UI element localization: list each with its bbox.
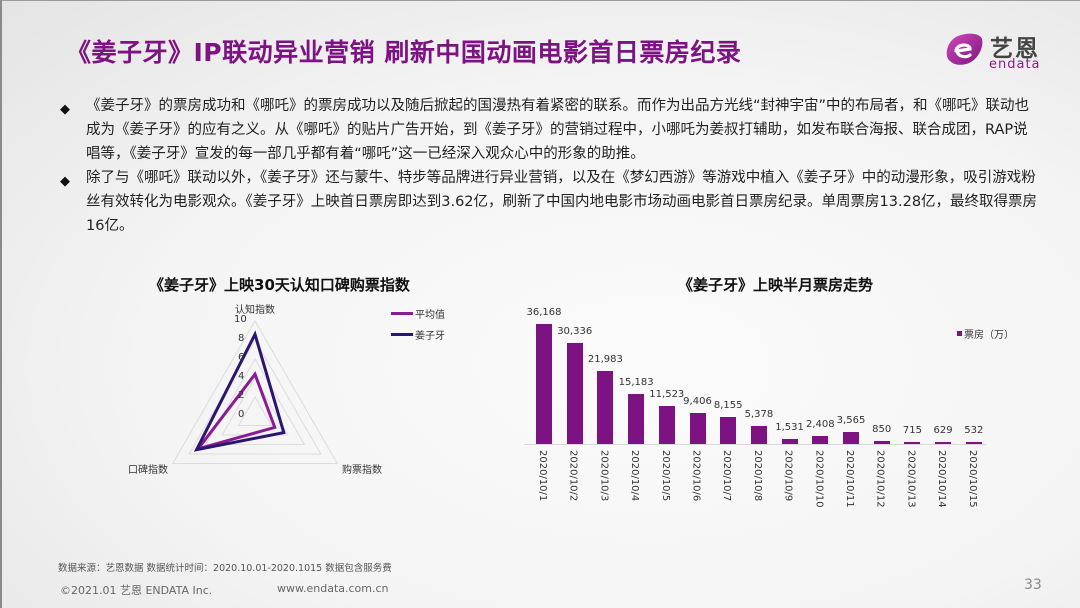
radar-series-line bbox=[193, 330, 286, 452]
radar-tick: 4 bbox=[238, 371, 245, 382]
x-axis-line bbox=[524, 444, 986, 445]
bar-value-label: 850 bbox=[872, 424, 892, 436]
bar bbox=[720, 416, 737, 444]
x-category-label: 2020/10/9 bbox=[782, 450, 794, 502]
x-category-label: 2020/10/12 bbox=[874, 450, 886, 508]
endata-logo: 艺恩 endata bbox=[944, 23, 1054, 75]
x-category-label: 2020/10/13 bbox=[905, 450, 917, 508]
x-category-label: 2020/10/7 bbox=[721, 450, 733, 502]
x-category-label: 2020/10/1 bbox=[537, 450, 548, 502]
x-category-label: 2020/10/14 bbox=[936, 450, 948, 508]
diamond-bullet-icon: ◆ bbox=[60, 174, 70, 189]
bar bbox=[935, 441, 952, 444]
page-number: 33 bbox=[1024, 577, 1042, 593]
bullet-item: ◆ 除了与《哪吒》联动以外，《姜子牙》还与蒙牛、特步等品牌进行异业营销，以及在《… bbox=[60, 166, 1040, 238]
bar-value-label: 21,983 bbox=[587, 354, 623, 366]
bullet-list: ◆ 《姜子牙》的票房成功和《哪吒》的票房成功以及随后掀起的国漫热有着紧密的联系。… bbox=[60, 94, 1040, 238]
bar-chart-title: 《姜子牙》上映半月票房走势 bbox=[678, 276, 874, 294]
bullet-item: ◆ 《姜子牙》的票房成功和《哪吒》的票房成功以及随后掀起的国漫热有着紧密的联系。… bbox=[60, 94, 1040, 166]
x-category-label: 2020/10/4 bbox=[629, 450, 641, 502]
logo-english-text: endata bbox=[989, 57, 1041, 72]
radar-tick: 6 bbox=[238, 352, 245, 363]
bar-value-label: 36,168 bbox=[526, 307, 562, 318]
x-category-label: 2020/10/11 bbox=[844, 450, 855, 508]
radar-chart: 认知指数 购票指数 口碑指数 10 8 6 4 2 0 平均值 姜子牙 bbox=[122, 291, 482, 481]
bar bbox=[781, 438, 798, 444]
radar-axis-label-awareness: 认知指数 bbox=[235, 305, 275, 316]
bar-value-label: 30,336 bbox=[557, 326, 593, 338]
radar-grid-ring bbox=[237, 396, 273, 426]
bar bbox=[689, 412, 706, 444]
legend-label: 姜子牙 bbox=[415, 331, 445, 342]
bar-value-label: 3,565 bbox=[836, 415, 866, 427]
radar-tick: 0 bbox=[238, 409, 245, 420]
website-link[interactable]: www.endata.com.cn bbox=[277, 582, 389, 595]
radar-tick: 2 bbox=[238, 390, 245, 401]
copyright: ©2021.01 艺恩 ENDATA Inc. bbox=[60, 584, 213, 597]
x-category-label: 2020/10/5 bbox=[659, 450, 671, 502]
bar-value-label: 15,183 bbox=[618, 376, 654, 388]
bar bbox=[658, 405, 675, 444]
bar-legend: 票房（万） bbox=[957, 326, 1014, 341]
bar-value-label: 629 bbox=[933, 424, 953, 436]
logo-chinese-text: 艺恩 bbox=[990, 36, 1040, 62]
radar-series-line bbox=[194, 371, 277, 452]
diamond-bullet-icon: ◆ bbox=[60, 102, 70, 117]
bar bbox=[628, 393, 645, 444]
bar-value-label: 1,531 bbox=[775, 421, 804, 433]
legend-average: 平均值 bbox=[391, 306, 445, 321]
bullet-text: 《姜子牙》的票房成功和《哪吒》的票房成功以及随后掀起的国漫热有着紧密的联系。而作… bbox=[86, 98, 1030, 162]
bar-chart: 票房（万） 36,168 2020/10/1 30,336 2020/10/2 21,9… bbox=[502, 301, 1062, 521]
bar bbox=[597, 371, 614, 444]
x-category-label: 2020/10/10 bbox=[813, 450, 825, 508]
radar-axis-label-reputation: 口碑指数 bbox=[128, 465, 168, 476]
bar-value-label: 11,523 bbox=[649, 388, 685, 400]
bar bbox=[750, 426, 767, 444]
x-category-label: 2020/10/3 bbox=[598, 450, 610, 502]
radar-grid-ring bbox=[204, 358, 306, 445]
legend-label: 票房（万） bbox=[964, 330, 1014, 341]
bar bbox=[904, 441, 921, 444]
x-category-label: 2020/10/2 bbox=[567, 450, 579, 502]
radar-tick: 10 bbox=[234, 314, 247, 325]
bar bbox=[873, 441, 890, 444]
radar-chart-title: 《姜子牙》上映30天认知口碑购票指数 bbox=[149, 276, 410, 294]
bar-value-label: 8,155 bbox=[713, 399, 743, 411]
bullet-text: 除了与《哪吒》联动以外，《姜子牙》还与蒙牛、特步等品牌进行异业营销，以及在《梦幻… bbox=[86, 170, 1038, 234]
radar-grid-ring bbox=[171, 320, 339, 464]
x-category-label: 2020/10/15 bbox=[966, 450, 978, 508]
slide-title: 《姜子牙》IP联动异业营销 刷新中国动画电影首日票房纪录 bbox=[66, 38, 742, 67]
bar-value-label: 9,406 bbox=[683, 395, 712, 407]
bar-value-label: 715 bbox=[902, 424, 922, 436]
bar bbox=[965, 442, 982, 444]
radar-tick: 8 bbox=[238, 333, 245, 344]
endata-logo-icon bbox=[946, 33, 983, 65]
radar-axis-label-ticket: 购票指数 bbox=[342, 465, 382, 476]
bar bbox=[566, 343, 583, 444]
bar bbox=[843, 432, 859, 444]
bar-value-label: 5,378 bbox=[744, 409, 774, 421]
bar bbox=[536, 324, 552, 444]
legend-square-icon bbox=[957, 331, 962, 336]
radar-grid-ring bbox=[221, 377, 289, 436]
bar-value-label: 532 bbox=[964, 425, 984, 437]
legend-line-icon bbox=[391, 312, 413, 315]
legend-label: 平均值 bbox=[415, 310, 445, 321]
radar-plot bbox=[171, 320, 339, 464]
legend-line-icon bbox=[391, 333, 413, 336]
x-category-label: 2020/10/6 bbox=[690, 450, 702, 502]
bar-value-label: 2,408 bbox=[805, 419, 835, 430]
x-category-label: 2020/10/8 bbox=[751, 450, 763, 502]
legend-jiangziya: 姜子牙 bbox=[391, 327, 445, 342]
bar bbox=[812, 436, 829, 444]
data-source-note: 数据来源：艺恩数据 数据统计时间：2020.10.01-2020.1015 数据… bbox=[58, 563, 392, 574]
